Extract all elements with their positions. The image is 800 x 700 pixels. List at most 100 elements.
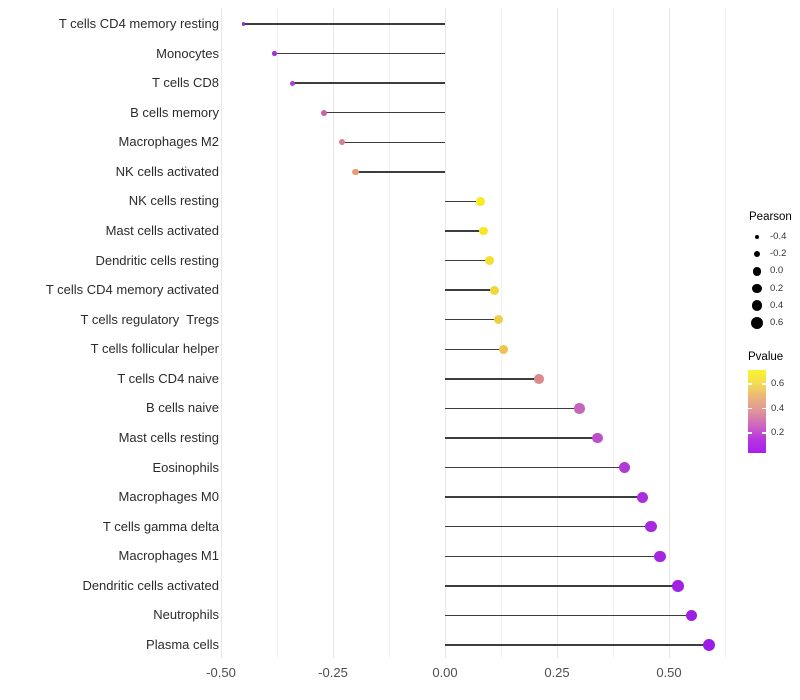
pvalue-tick-mark <box>748 383 752 385</box>
legend-pearson-title: Pearson <box>749 211 792 223</box>
category-label: Plasma cells <box>146 636 219 652</box>
category-label: T cells gamma delta <box>102 518 219 534</box>
gridline-minor <box>724 8 726 658</box>
category-label: B cells naive <box>146 400 219 416</box>
lollipop-dot <box>592 432 603 444</box>
lollipop-dot <box>485 256 495 266</box>
lollipop-stem <box>445 437 598 439</box>
pearson-legend-dot <box>753 250 761 258</box>
lollipop-dot <box>272 51 278 56</box>
lollipop-stem <box>445 318 499 321</box>
category-label: B cells memory <box>130 104 219 120</box>
gridline-major <box>444 8 446 658</box>
lollipop-stem <box>243 23 445 25</box>
pvalue-tick-mark <box>762 432 766 434</box>
category-label: T cells follicular helper <box>90 341 219 357</box>
pearson-legend-label: 0.0 <box>770 265 784 277</box>
lollipop-stem <box>445 378 540 380</box>
pearson-legend-dot <box>752 283 762 294</box>
x-tick-label: 0.00 <box>432 665 458 680</box>
lollipop-dot <box>618 462 630 473</box>
pearson-legend-label: 0.6 <box>770 317 784 328</box>
gridline-major <box>220 8 222 658</box>
lollipop-stem <box>445 259 490 262</box>
lollipop-stem <box>445 525 652 528</box>
lollipop-stem <box>445 348 504 351</box>
pearson-legend-label: 0.2 <box>770 282 784 294</box>
pearson-legend-dot <box>751 317 763 329</box>
x-tick-label: -0.50 <box>206 665 236 680</box>
lollipop-stem <box>445 466 625 469</box>
lollipop-stem <box>324 111 445 114</box>
lollipop-stem <box>355 171 445 173</box>
lollipop-dot <box>321 109 327 116</box>
pvalue-tick-label: 0.2 <box>771 427 785 439</box>
category-label: Macrophages M1 <box>118 548 219 564</box>
category-label: T cells regulatory Tregs <box>80 311 219 327</box>
lollipop-dot <box>241 22 246 26</box>
lollipop-dot <box>654 550 666 562</box>
lollipop-stem <box>274 52 445 55</box>
gridline-minor <box>500 8 502 658</box>
pvalue-tick-label: 0.6 <box>771 378 785 390</box>
x-tick-label: 0.25 <box>544 665 570 680</box>
category-label: T cells CD8 <box>152 75 219 91</box>
lollipop-dot <box>494 315 504 325</box>
pvalue-tick-label: 0.4 <box>771 402 785 414</box>
lollipop-dot <box>685 609 698 622</box>
lollipop-dot <box>489 285 499 295</box>
lollipop-stem <box>445 200 481 203</box>
pvalue-tick-mark <box>762 383 766 385</box>
lollipop-dot <box>672 580 684 592</box>
gridline-major <box>668 8 670 658</box>
lollipop-dot <box>290 80 296 86</box>
lollipop-dot <box>534 373 544 384</box>
pearson-legend-dot <box>751 300 763 312</box>
lollipop-dot <box>703 639 716 651</box>
lollipop-dot <box>352 168 359 176</box>
legend-pvalue-title: Pvalue <box>748 351 784 363</box>
lollipop-dot <box>476 196 486 206</box>
pearson-legend-label: -0.4 <box>770 231 787 242</box>
pearson-legend-label: 0.4 <box>770 299 784 311</box>
category-label: T cells CD4 naive <box>117 370 219 386</box>
category-label: Neutrophils <box>153 607 219 623</box>
lollipop-dot <box>574 403 585 414</box>
category-label: Mast cells resting <box>118 429 219 445</box>
gridline-major <box>332 8 334 658</box>
category-label: NK cells activated <box>115 163 219 179</box>
category-label: Eosinophils <box>152 459 220 475</box>
category-label: Macrophages M0 <box>118 489 219 505</box>
gridline-minor <box>388 8 390 658</box>
category-label: T cells CD4 memory activated <box>45 282 219 298</box>
gridline-major <box>556 8 558 658</box>
lollipop-stem <box>445 496 643 498</box>
pvalue-gradient-bar <box>748 370 766 453</box>
lollipop-dot <box>498 344 508 354</box>
category-label: Dendritic cells activated <box>82 577 219 593</box>
x-tick-label: 0.50 <box>656 665 682 680</box>
x-tick-label: -0.25 <box>318 665 348 680</box>
category-label: Mast cells activated <box>105 222 219 238</box>
category-label: T cells CD4 memory resting <box>58 16 219 31</box>
lollipop-stem <box>445 555 661 558</box>
gridline-minor <box>276 8 278 658</box>
category-label: Monocytes <box>156 45 219 61</box>
category-label: Macrophages M2 <box>118 134 219 150</box>
lollipop-dot <box>478 226 488 236</box>
gridline-minor <box>612 8 614 658</box>
lollipop-stem <box>445 585 678 587</box>
lollipop-stem <box>445 230 484 232</box>
lollipop-stem <box>445 289 495 291</box>
lollipop-stem <box>292 82 445 84</box>
lollipop-stem <box>341 141 445 144</box>
lollipop-dot <box>338 139 346 146</box>
pvalue-tick-mark <box>762 407 766 410</box>
pearson-legend-label: -0.2 <box>770 248 787 260</box>
lollipop-stem <box>445 407 580 410</box>
pearson-legend-dot <box>754 234 760 240</box>
lollipop-dot <box>636 491 648 503</box>
pvalue-tick-mark <box>748 432 752 434</box>
lollipop-stem <box>445 614 692 617</box>
